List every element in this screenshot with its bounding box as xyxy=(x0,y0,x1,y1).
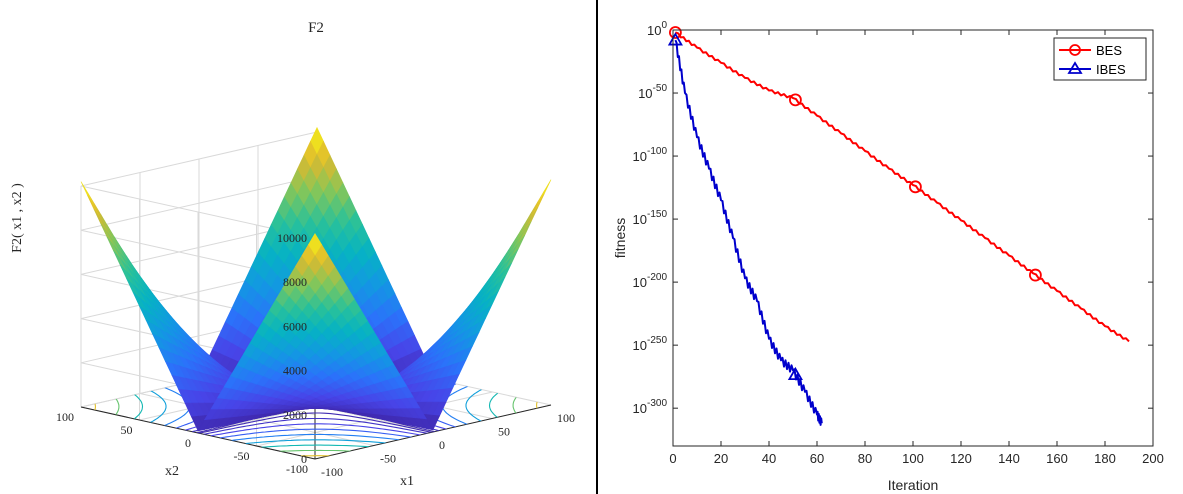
legend-label-bes: BES xyxy=(1096,43,1122,58)
marker-ibes xyxy=(667,32,683,46)
x-tick-label: 20 xyxy=(714,451,728,466)
series-line-bes xyxy=(675,31,1130,343)
contour-line xyxy=(512,396,551,459)
contour-line xyxy=(441,385,551,459)
x2-tick-label: -100 xyxy=(286,462,308,476)
marker-ibes xyxy=(787,366,803,381)
surface-plot-panel: 0 2000 4000 6000 8000 10000 -100 -50 0 50 100 -100 -… xyxy=(10,20,575,489)
surface-facet xyxy=(93,209,108,233)
z-tick-label: 0 xyxy=(301,452,307,466)
surface-facet xyxy=(80,181,95,206)
x-tick-label: 140 xyxy=(998,451,1020,466)
x1-tick-label: 0 xyxy=(439,438,445,452)
y-tick-label: 10-300 xyxy=(633,398,668,416)
surface-ylabel: x2 xyxy=(165,464,179,479)
series-line-ibes xyxy=(674,39,823,426)
marker-bes xyxy=(1029,268,1042,282)
surface-facet xyxy=(308,233,322,256)
contour-line xyxy=(245,439,551,459)
marker-bes xyxy=(789,93,802,107)
z-tick-label: 2000 xyxy=(283,408,307,422)
z-tick-label: 4000 xyxy=(283,364,307,378)
convergence-xlabel: Iteration xyxy=(888,477,939,493)
surface-tick-labels: 0 2000 4000 6000 8000 10000 -100 -50 0 50 100 -100 -… xyxy=(56,231,575,479)
x1-tick-label: 50 xyxy=(498,425,510,439)
plot-area xyxy=(673,30,1153,446)
contour-line xyxy=(465,389,551,459)
surface-zlabel: F2( x1 , x2 ) xyxy=(10,183,25,253)
convergence-ylabel: fitness xyxy=(612,218,628,258)
x-tick-label: 180 xyxy=(1094,451,1116,466)
x-tick-label: 200 xyxy=(1142,451,1164,466)
contour-line xyxy=(81,353,120,416)
x2-tick-label: 0 xyxy=(185,436,191,450)
y-tick-label: 10-150 xyxy=(633,209,668,227)
floor-axis-lines xyxy=(80,404,552,460)
x-tick-label: 40 xyxy=(762,451,776,466)
x1-tick-label: 100 xyxy=(557,411,575,425)
legend-label-ibes: IBES xyxy=(1096,62,1126,77)
contour-line xyxy=(210,423,551,459)
z-tick-label: 10000 xyxy=(277,231,307,245)
surface-facet xyxy=(87,195,101,219)
surface-mesh xyxy=(80,126,552,432)
contour-line xyxy=(203,417,551,459)
axis-ticks: 0 20 40 60 80 100 120 140 160 180 200 100 10-50 10-10… xyxy=(633,20,1164,466)
marker-bes xyxy=(669,26,682,39)
series-group xyxy=(667,26,1130,426)
z-tick-label: 8000 xyxy=(283,275,307,289)
surface-xlabel: x1 xyxy=(400,474,414,489)
x2-tick-label: -50 xyxy=(234,449,250,463)
surface-facet xyxy=(524,207,539,231)
x-tick-label: 120 xyxy=(950,451,972,466)
x-tick-label: 0 xyxy=(669,451,676,466)
marker-bes xyxy=(909,180,922,194)
legend: BES IBES xyxy=(1053,37,1147,81)
x-tick-label: 60 xyxy=(810,451,824,466)
z-tick-label: 6000 xyxy=(283,319,307,333)
y-tick-label: 10-250 xyxy=(633,335,668,353)
x-tick-label: 80 xyxy=(858,451,872,466)
y-tick-label: 10-50 xyxy=(638,83,667,101)
legend-marker-ibes xyxy=(1067,61,1083,74)
contour-line xyxy=(199,412,551,459)
y-tick-label: 10-100 xyxy=(633,146,668,164)
x-tick-label: 160 xyxy=(1046,451,1068,466)
x-tick-label: 100 xyxy=(902,451,924,466)
legend-marker-bes xyxy=(1069,44,1081,56)
x2-tick-label: 50 xyxy=(121,423,133,437)
x1-tick-label: -100 xyxy=(321,465,343,479)
x1-tick-label: -50 xyxy=(380,452,396,466)
contour-line xyxy=(81,353,167,423)
y-tick-label: 100 xyxy=(647,20,667,38)
y-tick-label: 10-200 xyxy=(633,272,668,290)
contour-line xyxy=(81,353,96,411)
surface-facet xyxy=(531,193,545,218)
surface-title: F2 xyxy=(308,20,324,36)
x2-tick-label: 100 xyxy=(56,410,74,424)
convergence-plot-panel: 0 20 40 60 80 100 120 140 160 180 200 100 10-50 10-10… xyxy=(612,20,1164,493)
